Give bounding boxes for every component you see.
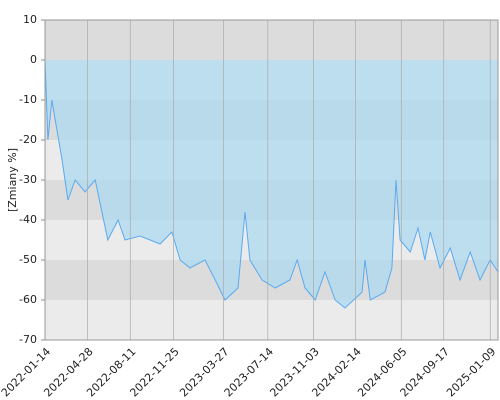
y-axis-label: [Zmiany %] — [6, 148, 19, 212]
y-tick-label: -20 — [19, 133, 37, 146]
y-tick-label: -30 — [19, 173, 37, 186]
y-tick-label: -60 — [19, 293, 37, 306]
y-tick-label: -40 — [19, 213, 37, 226]
background-band — [45, 20, 498, 60]
y-tick-label: -50 — [19, 253, 37, 266]
area — [45, 60, 498, 308]
line — [44, 59, 499, 309]
x-tick-label: 2025-01-09 — [444, 345, 498, 399]
background-band — [45, 300, 498, 340]
plot-frame — [44, 19, 499, 341]
y-tick-label: -10 — [19, 93, 37, 106]
y-tick-label: 10 — [23, 13, 37, 26]
y-tick-label: -70 — [19, 333, 37, 346]
y-tick-label: 0 — [30, 53, 37, 66]
